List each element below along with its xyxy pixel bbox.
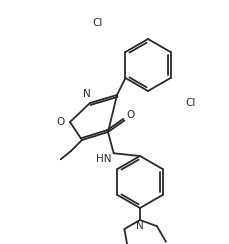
Text: N: N — [83, 89, 91, 99]
Text: O: O — [126, 110, 135, 120]
Text: Cl: Cl — [185, 98, 195, 108]
Text: HN: HN — [96, 154, 112, 164]
Text: N: N — [136, 221, 144, 231]
Text: O: O — [57, 117, 65, 127]
Text: Cl: Cl — [93, 18, 103, 28]
